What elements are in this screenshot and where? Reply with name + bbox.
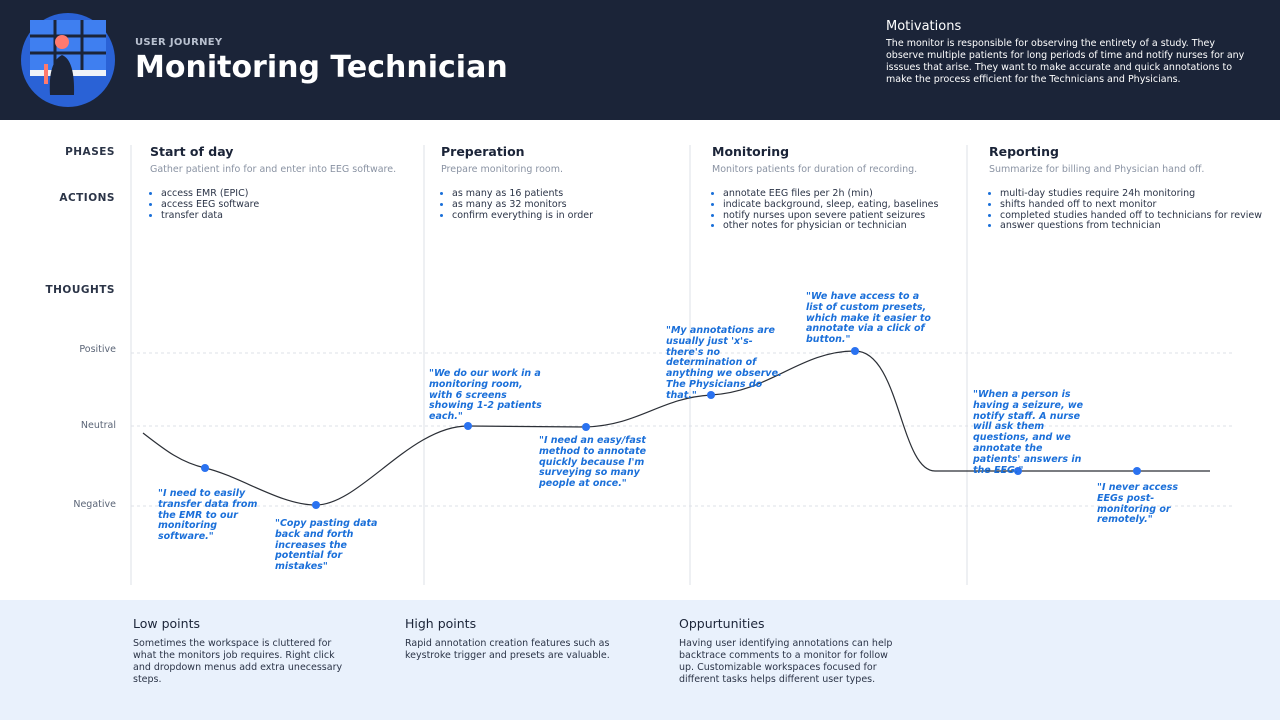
page-title: Monitoring Technician — [135, 50, 508, 85]
phase-description: Prepare monitoring room. — [441, 164, 563, 175]
action-item: access EMR (EPIC) — [161, 188, 259, 200]
motivations-title: Motivations — [886, 19, 962, 34]
phase-title: Start of day — [150, 144, 234, 159]
action-list: access EMR (EPIC)access EEG softwaretran… — [150, 188, 259, 222]
thought-quote: "I never access EEGs post-monitoring or … — [1097, 482, 1179, 526]
eyebrow: USER JOURNEY — [135, 37, 223, 48]
motivations-text: The monitor is responsible for observing… — [886, 38, 1245, 85]
phase-title: Monitoring — [712, 144, 790, 159]
action-item: annotate EEG files per 2h (min) — [723, 188, 938, 200]
action-item: as many as 16 patients — [452, 188, 593, 200]
thought-quote: "Copy pasting data back and forth increa… — [275, 518, 378, 573]
row-label: PHASES — [65, 146, 115, 158]
phase-description: Gather patient info for and enter into E… — [150, 164, 397, 175]
footer-title: Low points — [133, 616, 200, 631]
row-label: ACTIONS — [59, 192, 115, 204]
phase-description: Summarize for billing and Physician hand… — [989, 164, 1205, 175]
footer-text: Having user identifying annotations can … — [679, 638, 893, 685]
footer-title: High points — [405, 616, 477, 631]
action-list: multi-day studies require 24h monitoring… — [989, 188, 1262, 232]
action-item: other notes for physician or technician — [723, 221, 938, 232]
action-item: notify nurses upon severe patient seizur… — [723, 210, 938, 222]
footer-band — [0, 600, 1280, 720]
phase-description: Monitors patients for duration of record… — [712, 164, 918, 175]
row-label: THOUGHTS — [45, 284, 115, 296]
thought-points — [201, 347, 1141, 509]
thought-quote: "When a person is having a seizure, we n… — [973, 389, 1084, 476]
thought-quote: "We do our work in a monitoring room, wi… — [429, 368, 542, 423]
thought-point — [1133, 467, 1141, 475]
avatar — [21, 13, 115, 107]
action-item: shifts handed off to next monitor — [1000, 199, 1262, 211]
action-list: annotate EEG files per 2h (min)indicate … — [712, 188, 938, 232]
action-item: confirm everything is in order — [452, 210, 593, 222]
level-label: Positive — [79, 344, 116, 355]
thought-point — [582, 423, 590, 431]
sentiment-curve — [142, 350, 1210, 506]
action-item: indicate background, sleep, eating, base… — [723, 199, 938, 211]
phase-title: Preperation — [441, 144, 525, 159]
level-label: Neutral — [80, 420, 116, 431]
layout-lines — [130, 145, 1235, 585]
footer-text: Rapid annotation creation features such … — [405, 638, 610, 661]
action-item: access EEG software — [161, 199, 259, 211]
thought-point — [851, 347, 859, 355]
action-item: answer questions from technician — [1000, 221, 1262, 232]
thought-point — [707, 391, 715, 399]
action-item: transfer data — [161, 210, 259, 222]
thought-point — [1014, 467, 1022, 475]
phase-title: Reporting — [989, 144, 1059, 159]
thought-quote: "I need an easy/fast method to annotate … — [539, 435, 647, 490]
thought-quote: "I need to easily transfer data from the… — [158, 488, 258, 543]
action-item: completed studies handed off to technici… — [1000, 210, 1262, 222]
thought-point — [312, 501, 320, 509]
action-item: as many as 32 monitors — [452, 199, 593, 211]
thought-point — [201, 464, 209, 472]
footer-title: Oppurtunities — [679, 616, 765, 631]
action-item: multi-day studies require 24h monitoring — [1000, 188, 1262, 200]
level-label: Negative — [73, 499, 116, 510]
thought-quote: "My annotations are usually just 'x's- t… — [666, 325, 782, 401]
thought-point — [464, 422, 472, 430]
footer-text: Sometimes the workspace is cluttered for… — [133, 638, 343, 685]
thought-quote: "We have access to a list of custom pres… — [806, 291, 931, 346]
action-list: as many as 16 patientsas many as 32 moni… — [441, 188, 593, 222]
header — [0, 0, 1280, 120]
